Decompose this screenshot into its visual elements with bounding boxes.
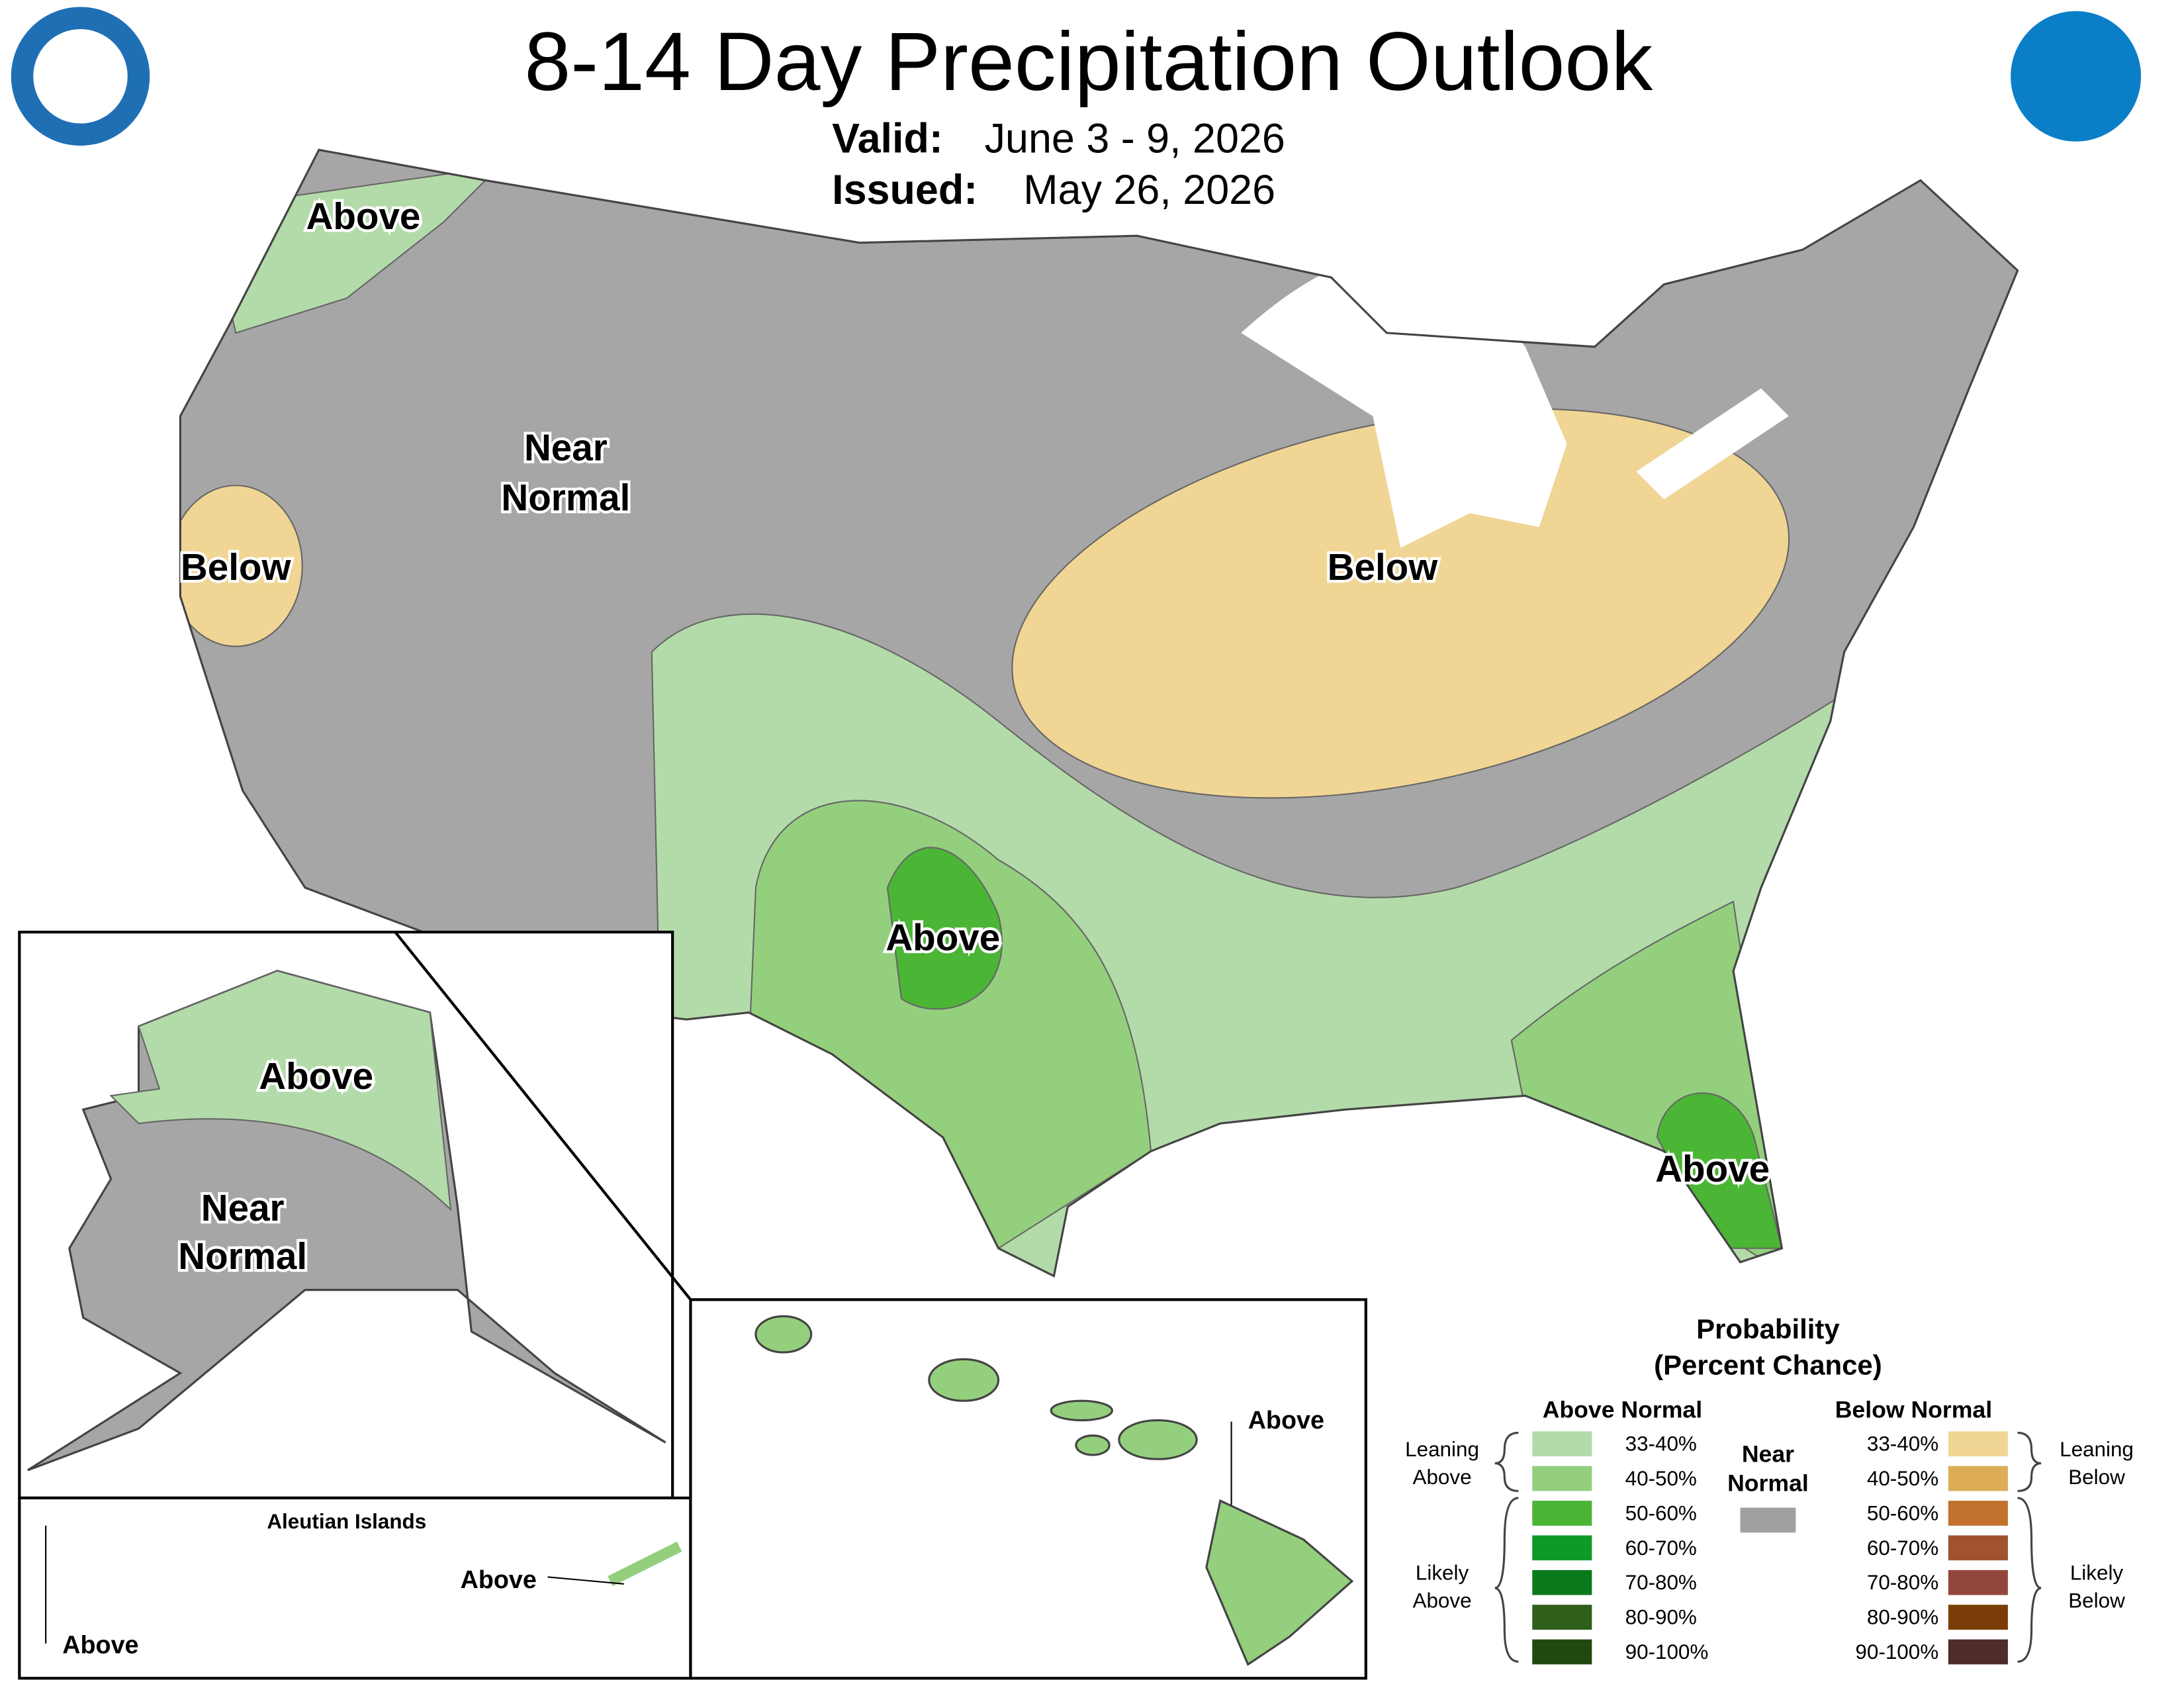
region-label: Above [1655, 1148, 1770, 1190]
group-label: Leaning [1405, 1438, 1479, 1461]
legend-swatch [1948, 1605, 2008, 1630]
seal-inner [33, 29, 128, 124]
legend-swatch [1948, 1535, 2008, 1561]
group-label: Above [1413, 1589, 1472, 1612]
legend-label: 60-70% [1625, 1536, 1697, 1560]
legend-swatch [1948, 1570, 2008, 1595]
legend-title: Probability [1696, 1313, 1840, 1344]
legend-swatch [1948, 1639, 2008, 1665]
legend-heading: Near [1742, 1440, 1794, 1467]
group-label: Leaning [2060, 1438, 2134, 1461]
legend-swatch [1532, 1535, 1592, 1561]
region-label: Below [1328, 546, 1439, 588]
legend-label: 70-80% [1867, 1571, 1938, 1594]
region-label: Normal [178, 1235, 307, 1277]
legend-heading: Below Normal [1835, 1396, 1992, 1423]
legend-label: 90-100% [1855, 1640, 1938, 1664]
legend-heading: Normal [1727, 1470, 1809, 1496]
region-label: Above [461, 1566, 537, 1593]
region-label: Below [181, 546, 292, 588]
region-label: Above [259, 1055, 373, 1097]
legend-label: 50-60% [1867, 1501, 1938, 1524]
legend-heading: Above Normal [1543, 1396, 1702, 1423]
valid-dates: June 3 - 9, 2026 [985, 116, 1285, 162]
legend-swatch [1948, 1466, 2008, 1491]
group-label: Above [1413, 1466, 1472, 1489]
legend-label: 80-90% [1625, 1606, 1697, 1629]
alaska-inset: Above Near Normal Aleutian Islands Above… [18, 930, 692, 1680]
map-labels: Above Near Normal Below Below Above Abov… [178, 193, 1773, 1193]
legend-label: 90-100% [1625, 1640, 1709, 1664]
legend-swatch [1532, 1605, 1592, 1630]
inset-title: Aleutian Islands [267, 1510, 426, 1533]
region-label: Above [62, 1631, 138, 1659]
region-label: Above [1248, 1406, 1324, 1434]
noaa-logo [2011, 11, 2142, 142]
title: 8-14 Day Precipitation Outlook [524, 15, 1653, 108]
issued-date: May 26, 2026 [1023, 167, 1275, 213]
legend-title: (Percent Chance) [1654, 1349, 1882, 1380]
legend-swatch [1948, 1431, 2008, 1457]
legend-label: 60-70% [1867, 1536, 1938, 1560]
legend-swatch [1948, 1501, 2008, 1526]
issued-label: Issued: [832, 167, 978, 213]
region-label: Near [201, 1187, 285, 1229]
group-label: Likely [1416, 1562, 1469, 1585]
legend-label: 70-80% [1625, 1571, 1697, 1594]
legend-swatch [1532, 1431, 1592, 1457]
region-label: Near [524, 427, 608, 469]
legend: Probability (Percent Chance) Above Norma… [1405, 1313, 2134, 1665]
legend-label: 33-40% [1867, 1432, 1938, 1456]
region-label: Normal [501, 477, 630, 518]
legend-label: 80-90% [1867, 1606, 1938, 1629]
legend-bracket [1494, 1431, 2042, 1663]
legend-swatch [1532, 1501, 1592, 1526]
legend-swatch [1740, 1507, 1796, 1533]
valid-label: Valid: [832, 116, 943, 162]
region-label: Above [886, 916, 1000, 958]
group-label: Below [2068, 1466, 2125, 1489]
group-label: Below [2068, 1589, 2125, 1612]
legend-swatch [1532, 1639, 1592, 1665]
legend-label: 33-40% [1625, 1432, 1697, 1456]
legend-swatch [1532, 1570, 1592, 1595]
legend-label: 40-50% [1625, 1467, 1697, 1490]
hawaii-inset: Above [689, 1298, 1367, 1680]
legend-label: 50-60% [1625, 1501, 1697, 1524]
region-label: Above [306, 195, 421, 237]
legend-swatch [1532, 1466, 1592, 1491]
group-label: Likely [2070, 1562, 2124, 1585]
legend-label: 40-50% [1867, 1467, 1938, 1490]
